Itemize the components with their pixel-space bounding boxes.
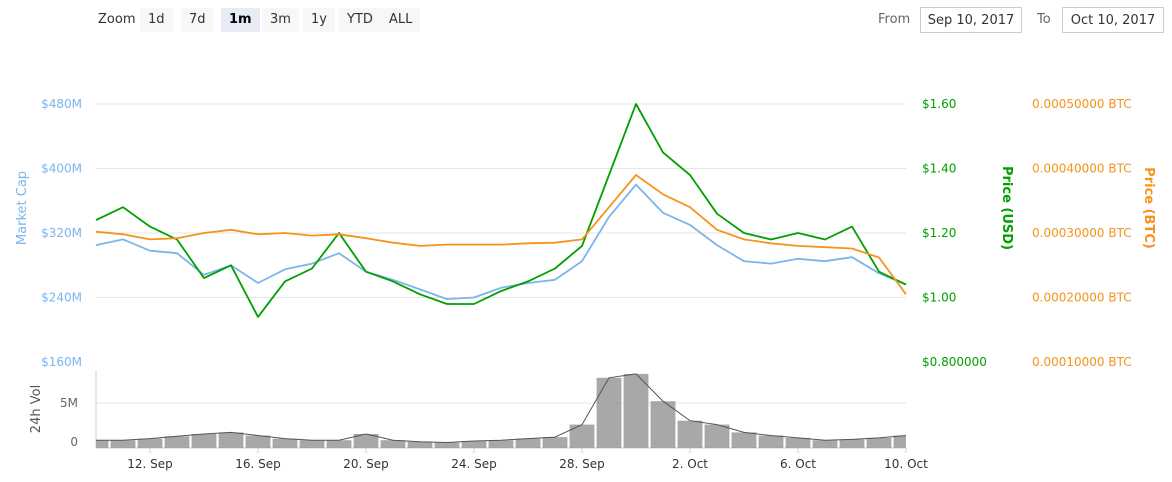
- market-cap-axis-title: Market Cap: [15, 171, 30, 245]
- volume-bar: [380, 440, 406, 448]
- volume-bar: [839, 439, 865, 448]
- x-tick-label: 16. Sep: [235, 457, 281, 471]
- volume-bar: [434, 442, 460, 448]
- zoom-3m-button[interactable]: 3m: [262, 8, 299, 32]
- axis-labels: $160M $0.800000 0.00010000 BTC $240M $1.00 0.…: [15, 97, 1156, 471]
- market-cap-tick-label: $160M: [41, 355, 82, 369]
- volume-bar: [785, 437, 811, 448]
- usd-price-tick-label: $0.800000: [922, 355, 987, 369]
- volume-bar: [218, 432, 244, 448]
- volume-bar: [191, 433, 217, 448]
- volume-tick-label: 5M: [60, 396, 78, 410]
- volume-bar: [542, 437, 568, 448]
- to-date-input[interactable]: [1062, 7, 1164, 33]
- volume-bar: [596, 377, 622, 448]
- volume-bar: [137, 438, 163, 448]
- price-usd-line: [95, 103, 907, 318]
- x-tick-label: 28. Sep: [559, 457, 605, 471]
- volume-bar: [893, 435, 906, 448]
- usd-price-tick-label: $1.00: [922, 291, 956, 305]
- market-cap-line: [95, 183, 907, 301]
- volume-bar: [353, 433, 379, 448]
- volume-bar: [110, 440, 136, 448]
- volume-bar: [407, 441, 433, 448]
- volume-bar: [677, 420, 703, 448]
- chart-grid: [95, 103, 907, 453]
- volume-bar: [299, 440, 325, 448]
- market-cap-tick-label: $240M: [41, 291, 82, 305]
- zoom-label: Zoom: [98, 12, 136, 27]
- volume-bar: [96, 440, 109, 448]
- volume-bar: [461, 440, 487, 448]
- volume-tick-label: 0: [70, 435, 78, 449]
- volume-bar: [812, 440, 838, 448]
- x-tick-label: 10. Oct: [884, 457, 928, 471]
- market-cap-tick-label: $320M: [41, 226, 82, 240]
- volume-axis-title: 24h Vol: [29, 385, 44, 433]
- btc-price-axis-title: Price (BTC): [1141, 167, 1156, 249]
- from-date-input[interactable]: [920, 7, 1022, 33]
- usd-price-tick-label: $1.60: [922, 97, 956, 111]
- volume-bar: [326, 440, 352, 448]
- x-tick-label: 6. Oct: [780, 457, 816, 471]
- zoom-7d-button[interactable]: 7d: [181, 8, 214, 32]
- volume-bar: [245, 435, 271, 448]
- volume-bar: [515, 438, 541, 448]
- volume-bar: [569, 424, 595, 448]
- usd-price-axis-title: Price (USD): [999, 166, 1014, 250]
- to-label: To: [1037, 12, 1051, 27]
- x-tick-label: 12. Sep: [127, 457, 173, 471]
- zoom-ytd-button[interactable]: YTD: [339, 8, 381, 32]
- x-tick-label: 24. Sep: [451, 457, 497, 471]
- usd-price-tick-label: $1.20: [922, 226, 956, 240]
- volume-bar: [650, 401, 676, 448]
- btc-price-tick-label: 0.00030000 BTC: [1032, 226, 1132, 240]
- usd-price-tick-label: $1.40: [922, 162, 956, 176]
- btc-price-tick-label: 0.00020000 BTC: [1032, 291, 1132, 305]
- volume-chart: [96, 373, 907, 448]
- market-cap-tick-label: $480M: [41, 97, 82, 111]
- volume-bar: [272, 438, 298, 448]
- volume-bar: [623, 373, 649, 448]
- chart-toolbar: Zoom 1d 7d 1m 3m 1y YTD ALL From To: [0, 0, 1172, 40]
- zoom-all-button[interactable]: ALL: [381, 8, 421, 32]
- zoom-1m-button[interactable]: 1m: [221, 8, 260, 32]
- market-cap-tick-label: $400M: [41, 162, 82, 176]
- x-tick-label: 20. Sep: [343, 457, 389, 471]
- volume-outline: [96, 373, 907, 444]
- x-tick-label: 2. Oct: [672, 457, 708, 471]
- volume-bar: [164, 436, 190, 448]
- price-btc-line: [95, 174, 907, 295]
- zoom-1d-button[interactable]: 1d: [140, 8, 173, 32]
- btc-price-tick-label: 0.00010000 BTC: [1032, 355, 1132, 369]
- btc-price-tick-label: 0.00040000 BTC: [1032, 162, 1132, 176]
- volume-bar: [758, 435, 784, 448]
- btc-price-tick-label: 0.00050000 BTC: [1032, 97, 1132, 111]
- from-label: From: [878, 12, 911, 27]
- zoom-1y-button[interactable]: 1y: [303, 8, 335, 32]
- price-series: [95, 103, 907, 318]
- volume-bar: [488, 440, 514, 448]
- volume-bar: [731, 432, 757, 448]
- volume-bar: [704, 424, 730, 448]
- volume-bar: [866, 437, 892, 448]
